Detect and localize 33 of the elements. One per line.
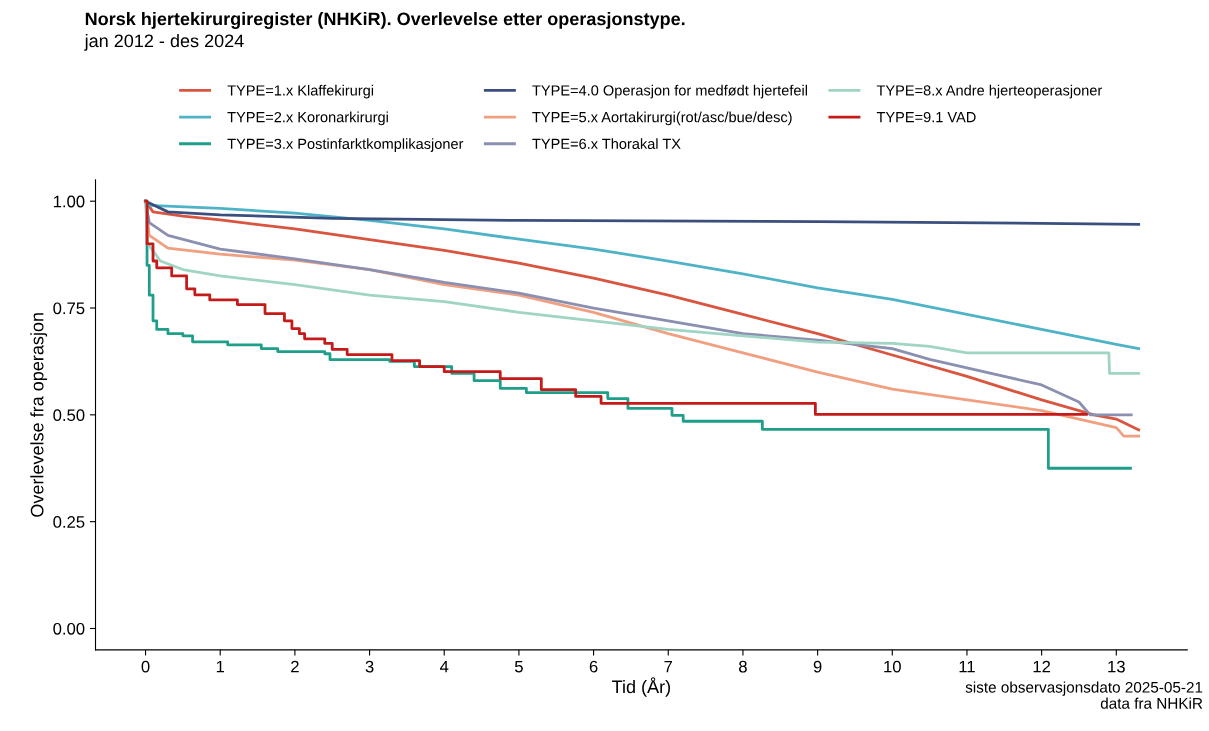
x-tick-label: 6: [589, 660, 598, 673]
chart-subtitle: jan 2012 - des 2024: [84, 33, 244, 51]
y-tick-label: 0.00: [53, 622, 85, 635]
legend-label: TYPE=5.x Aortakirurgi(rot/asc/bue/desc): [532, 111, 792, 126]
x-tick-label: 10: [884, 660, 901, 673]
x-tick-label: 8: [739, 660, 747, 673]
y-tick-label: 1.00: [53, 195, 85, 208]
x-tick-label: 4: [439, 660, 449, 673]
x-tick-label: 2: [291, 660, 299, 673]
x-tick-label: 11: [959, 660, 975, 673]
legend-label: TYPE=9.1 VAD: [876, 111, 976, 123]
y-tick-label: 0.75: [53, 302, 85, 315]
legend-label: TYPE=4.0 Operasjon for medfødt hjertefeil: [532, 84, 807, 99]
legend-label: TYPE=8.x Andre hjerteoperasjoner: [876, 84, 1103, 99]
legend-label: TYPE=3.x Postinfarktkomplikasjoner: [227, 138, 464, 152]
legend-label: TYPE=2.x Koronarkirurgi: [227, 111, 388, 126]
y-tick-label: 0.25: [53, 516, 85, 528]
legend-label: TYPE=1.x Klaffekirurgi: [227, 84, 374, 99]
x-tick-label: 1: [216, 660, 225, 673]
legend-label: TYPE=6.x Thorakal TX: [532, 138, 681, 149]
y-tick-label: 0.50: [53, 409, 85, 422]
x-tick-label: 5: [514, 660, 523, 673]
x-tick-label: 7: [664, 660, 673, 673]
x-tick-label: 9: [813, 660, 822, 673]
y-axis-title: Overlevelse fra operasjon: [30, 313, 48, 517]
x-tick-label: 12: [1033, 660, 1051, 673]
x-tick-label: 0: [141, 660, 150, 673]
chart-title: Norsk hjertekirurgiregister (NHKiR). Overlevelse etter operasjonstype.: [85, 12, 685, 29]
text: siste observasjonsdato 2025-05-21: [965, 681, 1203, 696]
x-axis-title: Tid (År): [612, 677, 671, 697]
x-tick-label: 13: [1108, 660, 1125, 673]
x-tick-label: 3: [365, 660, 374, 673]
text: data fra NHKiR: [1100, 697, 1203, 709]
